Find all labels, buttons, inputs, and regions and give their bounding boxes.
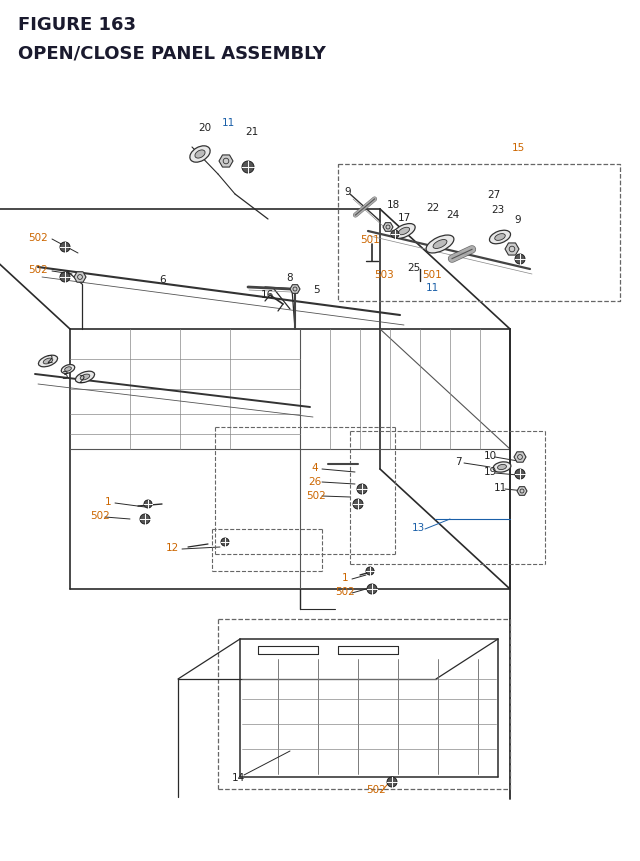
Polygon shape bbox=[383, 223, 393, 232]
Text: 21: 21 bbox=[245, 127, 259, 137]
Text: 20: 20 bbox=[198, 123, 212, 133]
Text: OPEN/CLOSE PANEL ASSEMBLY: OPEN/CLOSE PANEL ASSEMBLY bbox=[18, 44, 326, 62]
Ellipse shape bbox=[76, 372, 95, 383]
Ellipse shape bbox=[393, 225, 415, 239]
Text: 15: 15 bbox=[511, 143, 525, 152]
Ellipse shape bbox=[490, 231, 511, 245]
Ellipse shape bbox=[80, 375, 90, 381]
Text: FIGURE 163: FIGURE 163 bbox=[18, 16, 136, 34]
Text: 501: 501 bbox=[360, 235, 380, 245]
Text: 3: 3 bbox=[61, 370, 67, 381]
Circle shape bbox=[140, 514, 150, 524]
Text: 9: 9 bbox=[345, 187, 351, 197]
Text: 6: 6 bbox=[160, 275, 166, 285]
Text: 10: 10 bbox=[483, 450, 497, 461]
Ellipse shape bbox=[433, 240, 447, 249]
Circle shape bbox=[357, 485, 367, 494]
Text: 1: 1 bbox=[105, 497, 111, 506]
Polygon shape bbox=[219, 156, 233, 168]
Circle shape bbox=[144, 500, 152, 508]
Text: 18: 18 bbox=[387, 200, 399, 210]
Text: 5: 5 bbox=[313, 285, 319, 294]
Ellipse shape bbox=[497, 465, 506, 470]
Text: 2: 2 bbox=[47, 355, 53, 364]
Circle shape bbox=[60, 243, 70, 253]
Text: 502: 502 bbox=[28, 232, 48, 243]
Ellipse shape bbox=[38, 356, 58, 368]
Circle shape bbox=[242, 162, 254, 174]
Text: 501: 501 bbox=[422, 269, 442, 280]
Text: 17: 17 bbox=[397, 213, 411, 223]
Ellipse shape bbox=[61, 365, 75, 374]
Text: 11: 11 bbox=[221, 118, 235, 127]
Circle shape bbox=[367, 585, 377, 594]
Text: 502: 502 bbox=[306, 491, 326, 500]
Text: 16: 16 bbox=[260, 289, 274, 300]
Ellipse shape bbox=[399, 228, 410, 235]
Text: 19: 19 bbox=[483, 467, 497, 476]
Polygon shape bbox=[74, 272, 86, 283]
Text: 4: 4 bbox=[312, 462, 318, 473]
Text: 502: 502 bbox=[366, 784, 386, 794]
Ellipse shape bbox=[493, 462, 511, 473]
Circle shape bbox=[366, 567, 374, 575]
Text: 7: 7 bbox=[454, 456, 461, 467]
Circle shape bbox=[515, 469, 525, 480]
Circle shape bbox=[391, 231, 399, 238]
Text: 25: 25 bbox=[408, 263, 420, 273]
Text: 502: 502 bbox=[90, 511, 110, 520]
Text: 26: 26 bbox=[308, 476, 322, 486]
Polygon shape bbox=[290, 285, 300, 294]
Polygon shape bbox=[517, 487, 527, 496]
Text: 503: 503 bbox=[374, 269, 394, 280]
Text: 24: 24 bbox=[446, 210, 460, 220]
Polygon shape bbox=[505, 244, 519, 256]
Polygon shape bbox=[514, 452, 526, 462]
Circle shape bbox=[515, 255, 525, 264]
Text: 502: 502 bbox=[28, 264, 48, 275]
Text: 11: 11 bbox=[426, 282, 438, 293]
Circle shape bbox=[387, 777, 397, 787]
Ellipse shape bbox=[65, 368, 71, 372]
Text: 502: 502 bbox=[335, 586, 355, 597]
Ellipse shape bbox=[190, 146, 210, 163]
Ellipse shape bbox=[195, 151, 205, 159]
Text: 23: 23 bbox=[492, 205, 504, 214]
Text: 11: 11 bbox=[493, 482, 507, 492]
Text: 13: 13 bbox=[412, 523, 424, 532]
Text: 2: 2 bbox=[79, 375, 85, 385]
Text: 8: 8 bbox=[287, 273, 293, 282]
Circle shape bbox=[60, 273, 70, 282]
Text: 22: 22 bbox=[426, 202, 440, 213]
Circle shape bbox=[353, 499, 363, 510]
Text: 1: 1 bbox=[342, 573, 348, 582]
Ellipse shape bbox=[44, 359, 52, 364]
Text: 27: 27 bbox=[488, 189, 500, 200]
Text: 14: 14 bbox=[232, 772, 244, 782]
Ellipse shape bbox=[495, 234, 505, 241]
Ellipse shape bbox=[426, 236, 454, 254]
Text: 12: 12 bbox=[165, 542, 179, 553]
Circle shape bbox=[221, 538, 229, 547]
Text: 9: 9 bbox=[515, 214, 522, 225]
